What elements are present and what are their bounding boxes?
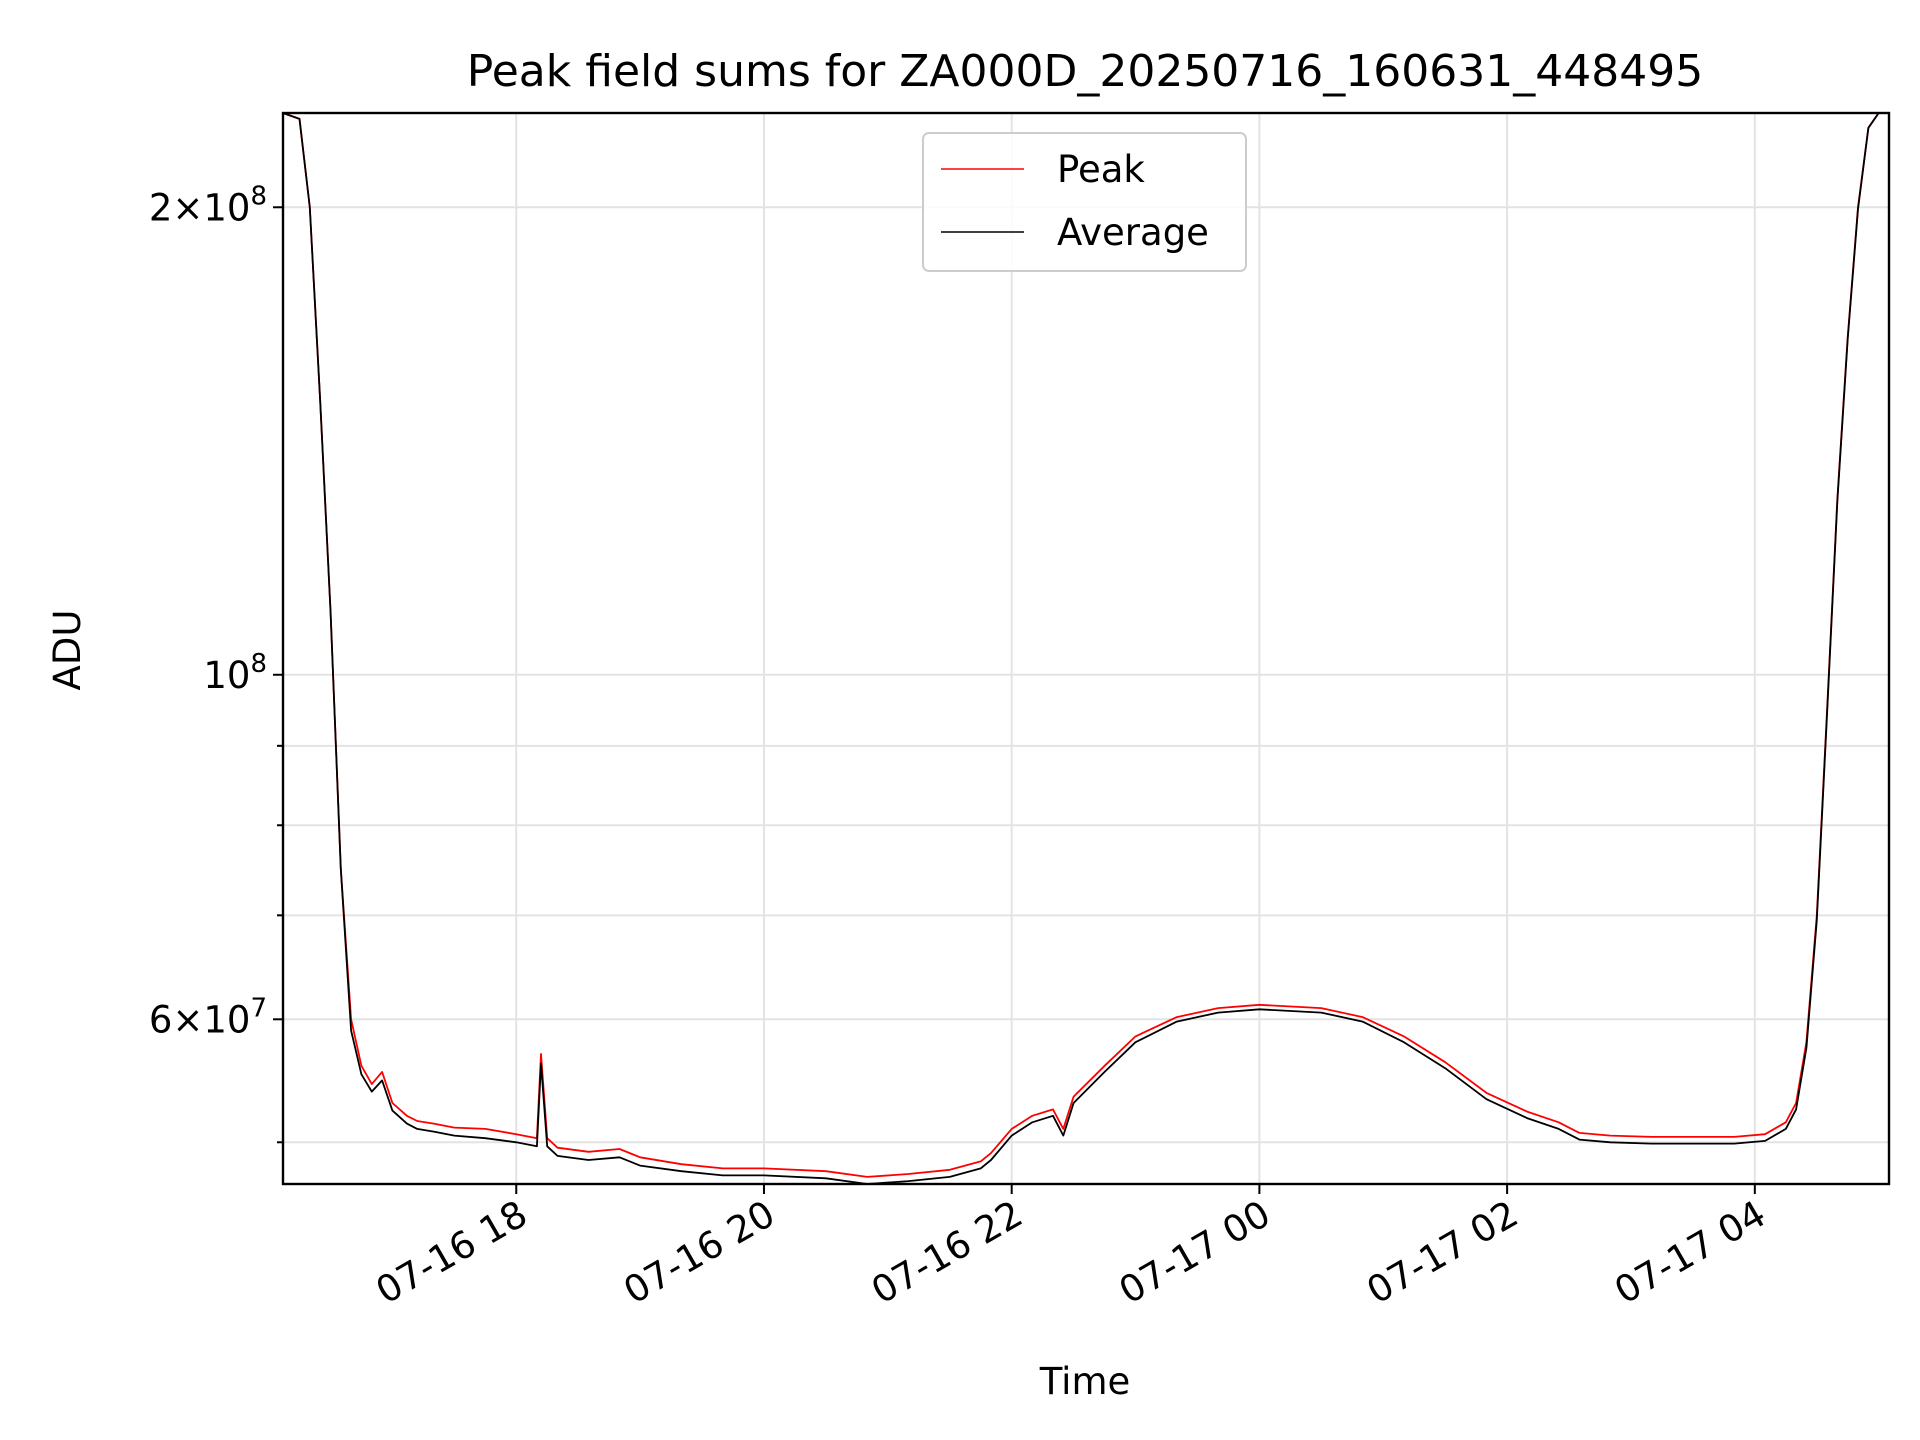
series-line-peak — [283, 113, 1889, 1178]
y-axis-title: ADU — [46, 610, 89, 691]
series-lines — [283, 113, 1889, 1184]
x-axis-ticks: 07-16 18 07-16 20 07-16 22 07-17 00 07-17 02… — [369, 1184, 1773, 1313]
grid — [283, 113, 1889, 1184]
legend-label-average: Average — [1057, 211, 1209, 254]
legend-box — [922, 132, 1247, 272]
x-tick-label: 07-16 22 — [864, 1192, 1030, 1312]
y-axis-ticks: 6×107 108 2×108 — [149, 181, 283, 1144]
x-tick-label: 07-17 00 — [1112, 1192, 1278, 1312]
x-tick-label: 07-16 18 — [369, 1192, 535, 1312]
series-line-average — [283, 113, 1889, 1184]
y-tick-label: 108 — [203, 649, 267, 697]
x-tick-label: 07-17 04 — [1607, 1192, 1773, 1312]
legend-label-peak: Peak — [1057, 148, 1145, 191]
x-tick-label: 07-17 02 — [1360, 1192, 1526, 1312]
y-tick-label: 6×107 — [149, 993, 267, 1041]
y-tick-label: 2×108 — [149, 181, 267, 229]
plot-frame — [281, 111, 1891, 1186]
legend: Peak Average — [922, 132, 1247, 272]
x-tick-label: 07-16 20 — [617, 1192, 783, 1312]
x-axis-title: Time — [1039, 1360, 1131, 1403]
chart-title: Peak field sums for ZA000D_20250716_1606… — [467, 46, 1703, 97]
